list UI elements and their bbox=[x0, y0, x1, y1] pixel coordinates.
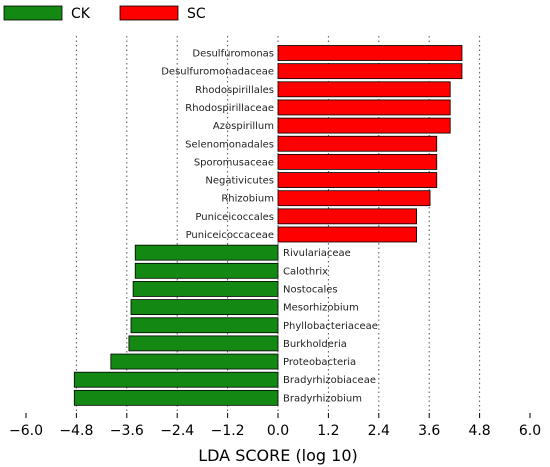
bar-label-rhizobium: Rhizobium bbox=[221, 194, 274, 205]
bar-label-burkholderia: Burkholderia bbox=[283, 339, 347, 350]
bar-desulfuromonas bbox=[277, 45, 463, 61]
bar-label-phyllobacteriaceae: Phyllobacteriaceae bbox=[283, 321, 378, 332]
x-tick-label: −6.0 bbox=[9, 423, 43, 439]
x-tick-label: 6.0 bbox=[519, 423, 541, 439]
x-tick-label: 1.2 bbox=[317, 423, 339, 439]
bar-label-desulfuromonadaceae: Desulfuromonadaceae bbox=[161, 67, 274, 78]
x-tick-label: 3.6 bbox=[418, 423, 440, 439]
x-axis-ticks: −6.0 −4.8 −3.6 −2.4 −1.2 0.0 1.2 2.4 3.6 4.8 6.0 bbox=[9, 413, 541, 439]
x-tick-label: −1.2 bbox=[211, 423, 245, 439]
bar-negativicutes bbox=[277, 172, 438, 188]
bar-label-mesorhizobium: Mesorhizobium bbox=[283, 303, 359, 314]
bar-label-selenomonadales: Selenomonadales bbox=[185, 139, 274, 150]
bar-label-calothrix: Calothrix bbox=[283, 266, 328, 277]
x-tick-label: −3.6 bbox=[110, 423, 144, 439]
x-tick-label: 2.4 bbox=[368, 423, 390, 439]
legend-label-sc: SC bbox=[187, 6, 206, 22]
x-tick-label: −4.8 bbox=[59, 423, 93, 439]
bar-label-azospirillum: Azospirillum bbox=[213, 121, 274, 132]
bar-rhodospirillaceae bbox=[277, 99, 451, 116]
bar-label-bradyrhizobium: Bradyrhizobium bbox=[283, 393, 362, 404]
bar-label-proteobacteria: Proteobacteria bbox=[283, 357, 356, 368]
bar-labels: Desulfuromonas Desulfuromonadaceae Rhodosp… bbox=[161, 49, 378, 405]
bar-azospirillum bbox=[277, 117, 451, 134]
bar-label-rhodospirillales: Rhodospirillales bbox=[195, 85, 274, 96]
bar-label-desulfuromonas: Desulfuromonas bbox=[192, 49, 274, 60]
bar-calothrix bbox=[134, 262, 279, 279]
legend: CK SC bbox=[3, 5, 206, 22]
x-tick-label: 0.0 bbox=[267, 423, 289, 439]
bar-sporomusaceae bbox=[277, 153, 438, 170]
bar-rivulariaceae bbox=[134, 244, 279, 261]
x-tick-label: 4.8 bbox=[468, 423, 490, 439]
legend-swatch-ck bbox=[3, 5, 63, 21]
bar-proteobacteria bbox=[110, 353, 279, 370]
legend-label-ck: CK bbox=[71, 6, 91, 22]
bar-rhodospirillales bbox=[277, 81, 451, 98]
bar-phyllobacteriaceae bbox=[130, 317, 279, 334]
bar-label-negativicutes: Negativicutes bbox=[205, 176, 274, 187]
bar-label-puniceicoccaceae: Puniceicoccaceae bbox=[186, 230, 274, 241]
x-tick-label: −2.4 bbox=[160, 423, 194, 439]
bar-mesorhizobium bbox=[130, 299, 279, 316]
bar-selenomonadales bbox=[277, 135, 438, 152]
x-axis-title: LDA SCORE (log 10) bbox=[198, 446, 358, 465]
legend-swatch-sc bbox=[119, 5, 179, 21]
bar-puniceicoccaceae bbox=[277, 226, 418, 243]
bar-rhizobium bbox=[277, 190, 431, 207]
bar-label-rhodospirillaceae: Rhodospirillaceae bbox=[185, 103, 274, 114]
bar-label-nostocales: Nostocales bbox=[283, 284, 338, 295]
bar-label-puniceicoccales: Puniceicoccales bbox=[195, 212, 274, 223]
bar-nostocales bbox=[132, 281, 279, 297]
bar-puniceicoccales bbox=[277, 208, 418, 225]
bar-burkholderia bbox=[128, 335, 279, 352]
bar-label-bradyrhizobiaceae: Bradyrhizobiaceae bbox=[283, 375, 376, 386]
bars bbox=[73, 45, 463, 406]
bar-desulfuromonadaceae bbox=[277, 63, 463, 80]
bar-bradyrhizobium bbox=[73, 389, 279, 406]
bar-label-sporomusaceae: Sporomusaceae bbox=[194, 157, 274, 168]
bar-label-rivulariaceae: Rivulariaceae bbox=[283, 248, 351, 259]
bar-bradyrhizobiaceae bbox=[73, 371, 279, 388]
